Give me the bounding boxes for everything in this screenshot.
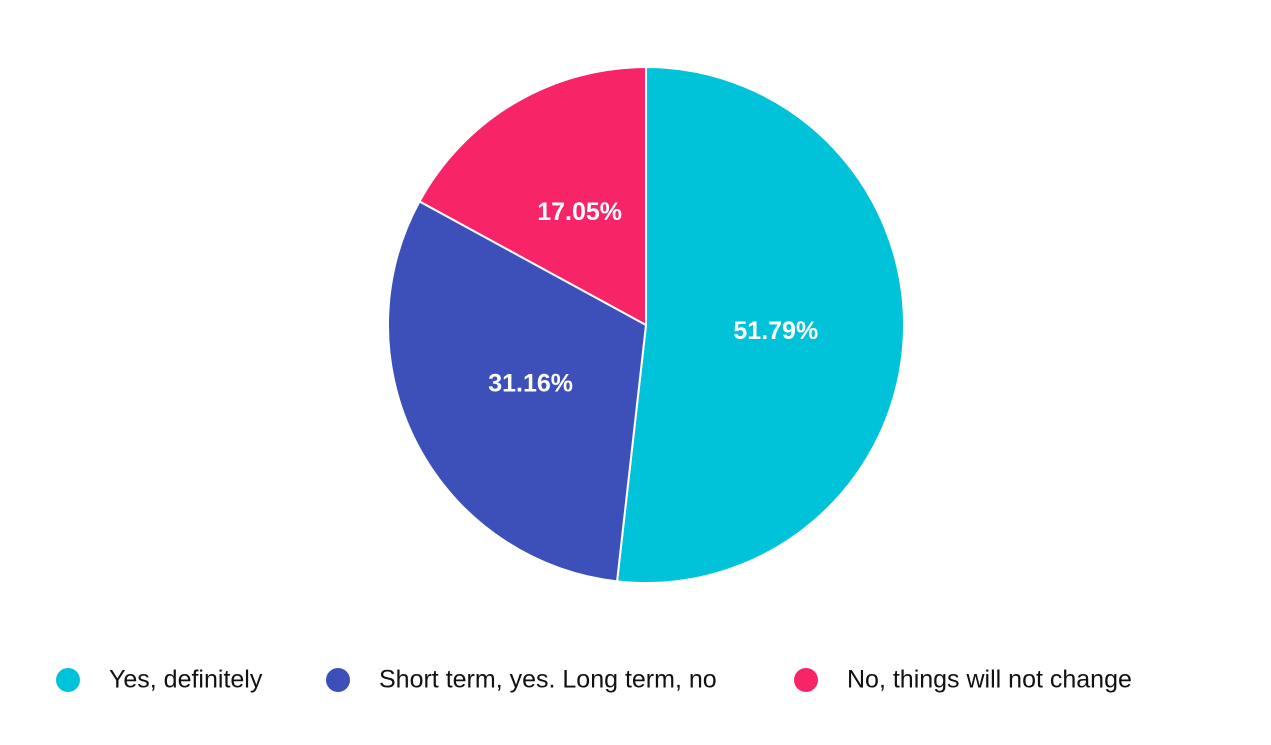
legend-marker <box>56 668 80 692</box>
legend-label: No, things will not change <box>847 666 1132 694</box>
legend-marker <box>794 668 818 692</box>
pie-slice <box>615 65 905 584</box>
value-label: 31.16% <box>488 370 573 398</box>
legend-marker <box>326 668 350 692</box>
value-label: 17.05% <box>537 198 622 226</box>
pie-slice <box>418 65 647 327</box>
pie-slice <box>387 200 648 583</box>
value-label: 51.79% <box>733 317 818 345</box>
legend-label: Yes, definitely <box>109 666 263 694</box>
legend-label: Short term, yes. Long term, no <box>379 666 717 694</box>
